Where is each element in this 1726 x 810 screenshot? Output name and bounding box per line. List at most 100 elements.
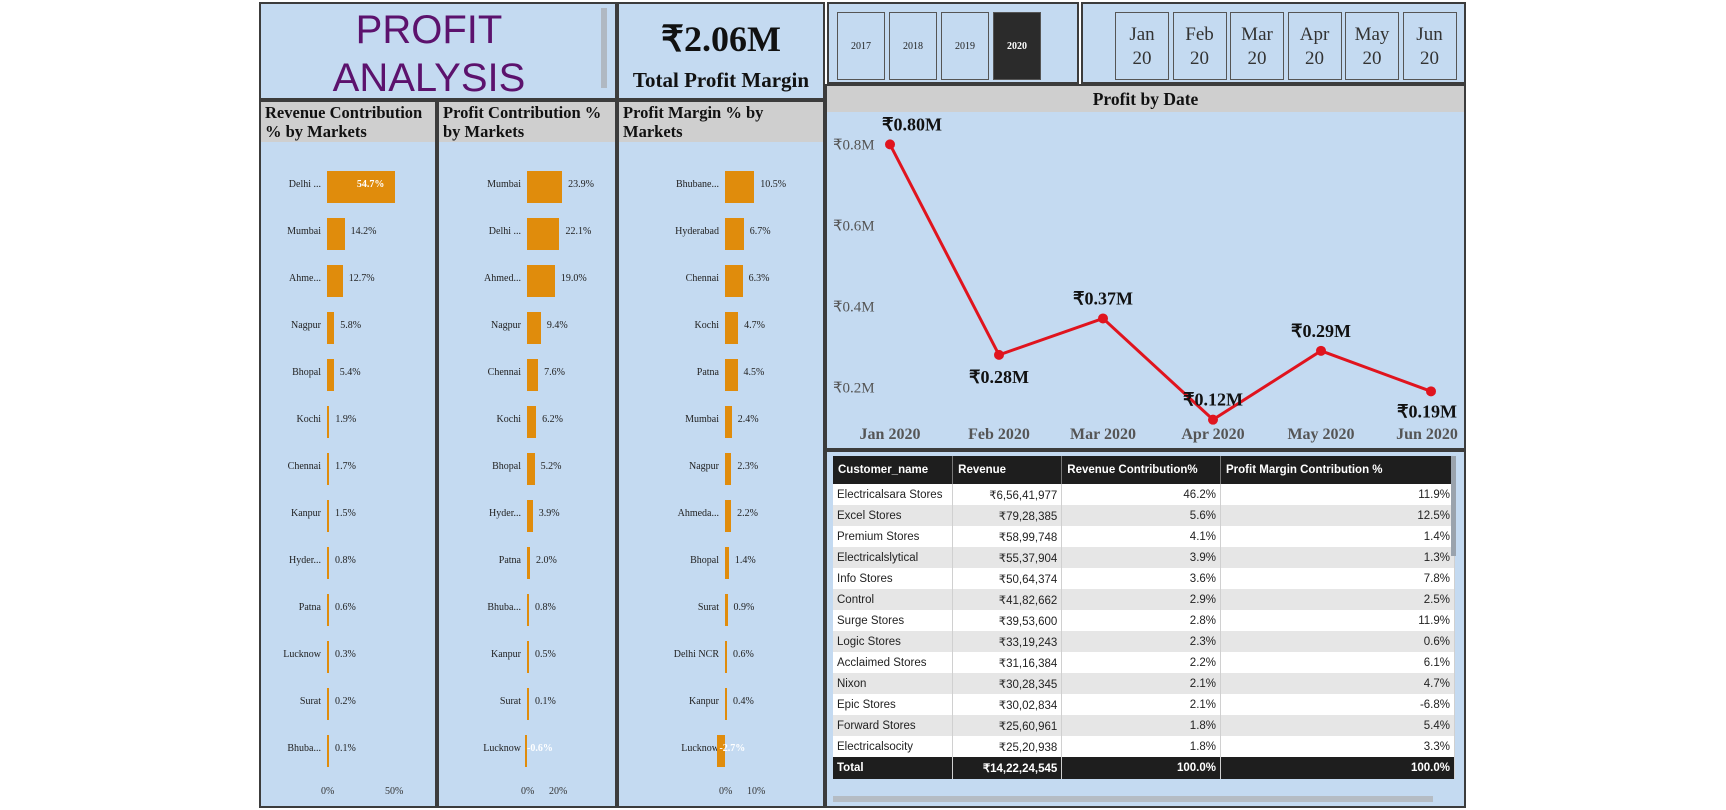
table-row[interactable]: Epic Stores ₹30,02,834 2.1% -6.8%: [833, 694, 1455, 715]
bar-row: Lucknow -0.6%: [439, 730, 615, 770]
bar[interactable]: [327, 218, 345, 250]
bar-category-label: Ahme...: [289, 273, 321, 284]
bar[interactable]: [527, 406, 537, 438]
bar[interactable]: [527, 265, 555, 297]
data-point[interactable]: [885, 139, 895, 150]
bar[interactable]: [327, 406, 330, 438]
bar[interactable]: [327, 688, 329, 720]
data-point[interactable]: [1098, 313, 1108, 324]
table-row[interactable]: Info Stores ₹50,64,374 3.6% 7.8%: [833, 568, 1455, 589]
bar[interactable]: [527, 500, 533, 532]
month-button-apr[interactable]: Apr 20: [1287, 12, 1342, 80]
bar[interactable]: [725, 453, 732, 485]
bar[interactable]: [525, 735, 527, 767]
month-button-mar[interactable]: Mar 20: [1230, 12, 1284, 80]
table-cell: 2.8%: [1061, 610, 1222, 631]
bar-row: Bhopal 5.4%: [261, 354, 435, 394]
bar[interactable]: [327, 171, 395, 203]
year-button-2019[interactable]: 2019: [941, 12, 989, 80]
year-button-2020[interactable]: 2020: [993, 12, 1041, 80]
table-cell: 11.9%: [1220, 484, 1455, 505]
table-row[interactable]: Logic Stores ₹33,19,243 2.3% 0.6%: [833, 631, 1455, 652]
x-tick-label: Feb 2020: [968, 426, 1030, 443]
bar[interactable]: [327, 453, 330, 485]
bar[interactable]: [327, 735, 329, 767]
column-header[interactable]: Revenue: [952, 456, 1063, 484]
bar[interactable]: [725, 688, 727, 720]
y-tick-label: ₹0.8M: [833, 137, 875, 153]
x-tick-label: 0%: [521, 786, 535, 797]
bar[interactable]: [327, 594, 329, 626]
bar[interactable]: [527, 641, 529, 673]
bar[interactable]: [725, 359, 738, 391]
bar-value-label: -2.7%: [719, 743, 746, 754]
table-row[interactable]: Electricalsocity ₹25,20,938 1.8% 3.3%: [833, 736, 1455, 757]
bar-value-label: 0.8%: [535, 602, 556, 613]
month-label: May: [1354, 24, 1390, 45]
table-row[interactable]: Electricalslytical ₹55,37,904 3.9% 1.3%: [833, 547, 1455, 568]
bar[interactable]: [327, 500, 329, 532]
bar-row: Hyder... 3.9%: [439, 495, 615, 535]
bar[interactable]: [527, 453, 535, 485]
bar[interactable]: [327, 359, 334, 391]
bar[interactable]: [527, 359, 539, 391]
data-point[interactable]: [1316, 345, 1326, 356]
table-row[interactable]: Premium Stores ₹58,99,748 4.1% 1.4%: [833, 526, 1455, 547]
bar-category-label: Kanpur: [689, 696, 719, 707]
bar[interactable]: [725, 171, 755, 203]
bar[interactable]: [725, 500, 732, 532]
chart-title: Profit Contribution % by Markets: [439, 102, 615, 142]
column-header[interactable]: Revenue Contribution%: [1061, 456, 1222, 484]
bar[interactable]: [527, 218, 560, 250]
table-row[interactable]: Electricalsara Stores ₹6,56,41,977 46.2% 11…: [833, 484, 1455, 505]
data-point[interactable]: [1426, 386, 1436, 397]
bar[interactable]: [527, 171, 563, 203]
month-button-jan[interactable]: Jan 20: [1115, 12, 1169, 80]
bar-value-label: 2.4%: [737, 414, 759, 425]
table-row[interactable]: Excel Stores ₹79,28,385 5.6% 12.5%: [833, 505, 1455, 526]
table-cell: 2.1%: [1061, 673, 1222, 694]
table-row[interactable]: Surge Stores ₹39,53,600 2.8% 11.9%: [833, 610, 1455, 631]
bar[interactable]: [527, 688, 529, 720]
bar[interactable]: [725, 265, 743, 297]
table-cell: ₹41,82,662: [952, 589, 1063, 610]
year-button-2018[interactable]: 2018: [889, 12, 937, 80]
bar-row: Chennai 6.3%: [619, 260, 823, 300]
month-button-may[interactable]: May 20: [1345, 12, 1399, 80]
bar[interactable]: [725, 218, 744, 250]
bar[interactable]: [725, 641, 727, 673]
bar-value-label: 6.3%: [748, 273, 770, 284]
bar[interactable]: [725, 406, 732, 438]
column-header[interactable]: Profit Margin Contribution %: [1220, 456, 1455, 484]
table-row[interactable]: Forward Stores ₹25,60,961 1.8% 5.4%: [833, 715, 1455, 736]
bar-row: Chennai 7.6%: [439, 354, 615, 394]
bar-category-label: Lucknow: [483, 743, 521, 754]
month-button-feb[interactable]: Feb 20: [1172, 12, 1227, 80]
table-hscrollbar[interactable]: [833, 796, 1433, 802]
bar[interactable]: [717, 735, 725, 767]
bar[interactable]: [527, 594, 529, 626]
bar[interactable]: [327, 641, 329, 673]
bar-value-label: 6.2%: [542, 414, 563, 425]
bar[interactable]: [527, 312, 541, 344]
title-scrollbar[interactable]: [601, 8, 607, 88]
table-row[interactable]: Control ₹41,82,662 2.9% 2.5%: [833, 589, 1455, 610]
table-row[interactable]: Nixon ₹30,28,345 2.1% 4.7%: [833, 673, 1455, 694]
bar-value-label: 1.9%: [335, 414, 357, 425]
bar[interactable]: [327, 265, 343, 297]
bar[interactable]: [725, 312, 739, 344]
data-point[interactable]: [1208, 414, 1218, 425]
bar[interactable]: [527, 547, 530, 579]
table-scrollbar[interactable]: [1451, 456, 1456, 556]
table-row[interactable]: Acclaimed Stores ₹31,16,384 2.2% 6.1%: [833, 652, 1455, 673]
column-header[interactable]: Customer_name: [833, 456, 954, 484]
table-total-cell: 100.0%: [1220, 757, 1455, 779]
bar[interactable]: [327, 547, 329, 579]
month-button-jun[interactable]: Jun 20: [1402, 12, 1457, 80]
year-button-2017[interactable]: 2017: [837, 12, 885, 80]
bar[interactable]: [327, 312, 335, 344]
bar[interactable]: [725, 594, 728, 626]
bar[interactable]: [725, 547, 729, 579]
data-point[interactable]: [994, 349, 1004, 360]
table-cell: 1.3%: [1220, 547, 1455, 568]
